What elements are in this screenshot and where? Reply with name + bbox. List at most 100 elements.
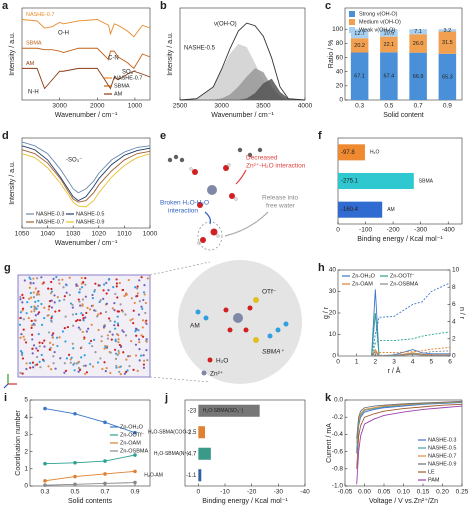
particle	[99, 357, 102, 360]
particle	[93, 309, 96, 312]
y-tick-label: 100	[332, 26, 343, 33]
particle	[77, 360, 81, 363]
label: SBMA⁺	[262, 349, 284, 356]
plot-frame	[21, 7, 151, 101]
annotation: -SO₃⁻	[66, 158, 82, 164]
particle	[134, 286, 137, 289]
particle	[38, 345, 41, 348]
y-tick-label: 80	[336, 40, 344, 47]
particle	[101, 367, 104, 371]
x-tick-label: 0.05	[378, 489, 391, 496]
particle	[94, 282, 97, 285]
particle	[22, 296, 25, 299]
particle	[30, 324, 33, 327]
particle	[37, 311, 41, 314]
x-tick-label: -400	[442, 227, 455, 234]
particle	[78, 288, 82, 291]
particle	[32, 277, 35, 280]
x-tick-label: 2	[374, 359, 378, 366]
particle	[84, 295, 87, 298]
particle	[49, 346, 52, 349]
particle	[90, 323, 93, 326]
particle	[103, 283, 106, 286]
value-label: 12.7	[354, 31, 365, 37]
particle	[140, 305, 143, 308]
particle	[83, 336, 86, 339]
particle	[130, 297, 133, 300]
particle	[77, 298, 80, 301]
particle	[81, 304, 84, 307]
particle	[77, 370, 80, 373]
x-tick-label: 1040	[40, 231, 55, 238]
x-tick-label: 0.10	[397, 489, 410, 496]
particle	[138, 348, 141, 351]
x-axis-label: Voltage / V vs.Zn²⁺/Zn	[369, 498, 438, 505]
particle	[91, 345, 94, 348]
particle	[33, 323, 36, 327]
particle	[82, 317, 85, 320]
particle	[117, 338, 120, 341]
y-tick-label: 0.0	[334, 397, 343, 404]
panel-letter: h	[318, 262, 325, 274]
particle	[40, 323, 44, 327]
x-axis-label: r / Å	[388, 366, 401, 375]
particle	[128, 365, 131, 368]
particle	[29, 291, 32, 295]
line	[22, 47, 151, 70]
bar-segment	[380, 52, 398, 100]
x-tick-label: -40	[300, 489, 310, 496]
y-tick-label: 10	[329, 331, 337, 338]
particle	[105, 281, 108, 284]
x-tick-label: 0.15	[417, 489, 430, 496]
particle	[134, 330, 137, 333]
bar-segment	[409, 34, 427, 53]
y-tick-label: 60	[336, 54, 344, 61]
y-tick-label: 4	[24, 414, 28, 421]
particle	[109, 351, 112, 354]
series-label: AM	[26, 61, 35, 67]
particle	[32, 282, 35, 285]
particle	[118, 343, 121, 347]
y-axis-label: Current / mA	[326, 423, 333, 463]
x-tick-label: 0.7	[414, 103, 423, 110]
x-tick-label: 0.25	[456, 489, 469, 496]
y-axis-label: Coordination number	[15, 410, 22, 476]
particle	[28, 276, 31, 279]
particle	[111, 333, 114, 336]
particle	[131, 318, 134, 321]
particle	[38, 293, 41, 296]
panel-letter: f	[318, 130, 322, 142]
point	[43, 479, 47, 483]
particle	[85, 371, 89, 374]
particle	[35, 293, 39, 296]
panel-letter: g	[4, 262, 11, 274]
x-tick-label: 1000	[128, 103, 143, 110]
legend-label: Weak ν(OH-O)	[359, 27, 395, 33]
particle	[47, 331, 51, 334]
particle	[141, 335, 145, 338]
particle	[35, 307, 38, 310]
particle	[77, 326, 80, 329]
particle	[81, 313, 84, 317]
zn-ion	[207, 185, 217, 195]
bar	[198, 426, 205, 439]
particle	[135, 334, 138, 337]
hydrogens	[189, 163, 238, 245]
particle	[27, 316, 30, 320]
particle	[64, 369, 68, 372]
particle	[51, 336, 54, 339]
particle	[99, 312, 102, 315]
particle	[69, 302, 73, 305]
particle	[102, 325, 106, 328]
particle	[107, 278, 111, 281]
x-axis-label: Binding energy / Kcal mol⁻¹	[202, 498, 288, 505]
x-tick-label: -20	[247, 489, 257, 496]
particle	[111, 307, 114, 310]
particle	[110, 338, 113, 341]
particle	[33, 309, 36, 313]
particle	[142, 359, 146, 362]
x-tick-label: 1000	[143, 231, 158, 238]
particle	[114, 352, 118, 355]
particle	[19, 336, 22, 339]
